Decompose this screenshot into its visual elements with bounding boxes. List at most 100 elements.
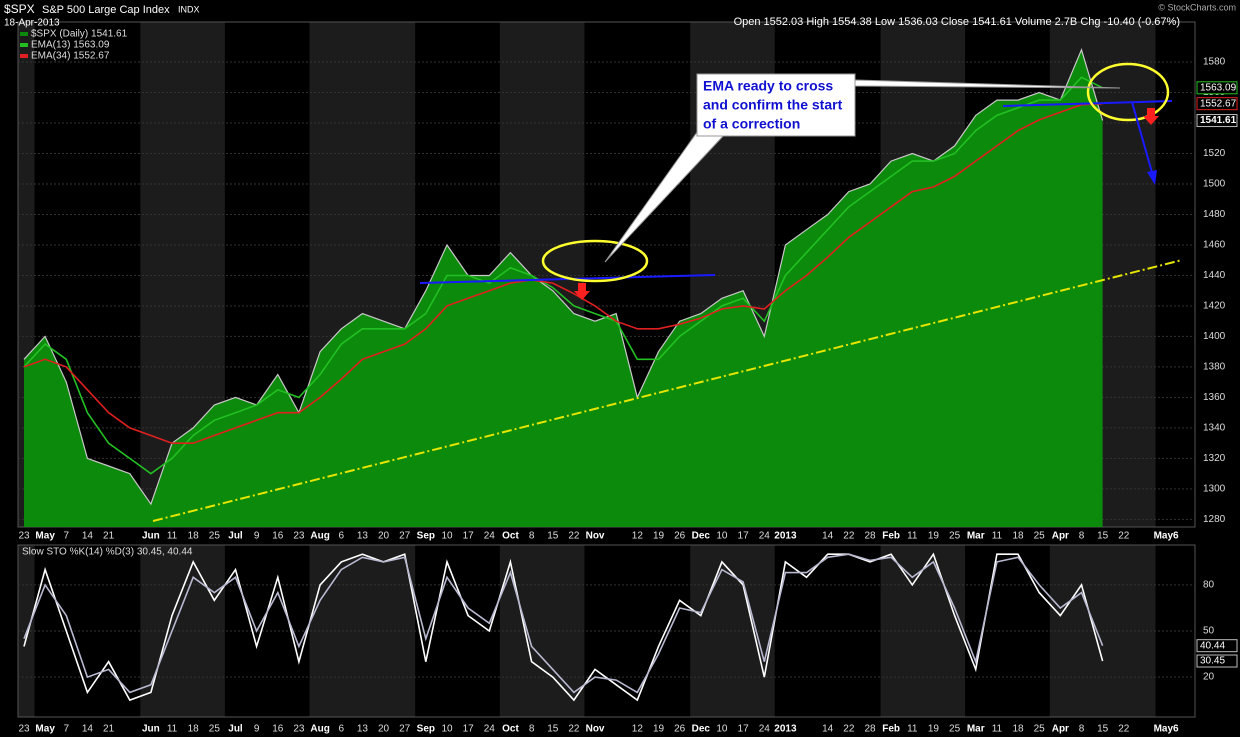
y-tick-label: 50	[1203, 626, 1215, 637]
legend-entry: EMA(34) 1552.67	[31, 51, 110, 62]
x-tick-label: 23	[293, 724, 305, 735]
series-line	[23, 76, 1103, 475]
x-tick-label: 24	[484, 531, 496, 542]
x-tick-label: Mar	[967, 724, 985, 735]
x-tick-label: 7	[64, 724, 70, 735]
x-tick-label: 14	[82, 531, 94, 542]
y-tick-label: 1280	[1203, 514, 1226, 525]
credit: © StockCharts.com	[1158, 2, 1236, 12]
date: 18-Apr-2013	[4, 18, 60, 29]
x-tick-label: 10	[441, 531, 453, 542]
support-line	[1002, 100, 1173, 107]
x-tick-label: 14	[822, 531, 834, 542]
highlight-ellipse	[1086, 62, 1170, 122]
x-tick-label: Sep	[417, 724, 435, 735]
annotations: EMA ready to cross and confirm the start…	[152, 62, 1183, 522]
x-tick-label: 13	[357, 531, 369, 542]
x-tick-label: 24	[759, 724, 771, 735]
y-tick-label: 1440	[1203, 270, 1226, 281]
x-tick-label: 21	[103, 531, 115, 542]
x-tick-label: Aug	[310, 531, 329, 542]
exchange: INDX	[178, 4, 200, 14]
series-line	[23, 102, 1103, 444]
x-tick-label: 19	[653, 531, 665, 542]
x-tick-label: 14	[822, 724, 834, 735]
indicator-title: Slow STO %K(14) %D(3) 30.45, 40.44	[22, 547, 193, 558]
x-tick-label: 2013	[774, 531, 797, 542]
x-tick-label: 11	[907, 724, 918, 735]
legend-entry: $SPX (Daily) 1541.61	[31, 29, 128, 40]
x-tick-label: 12	[632, 531, 644, 542]
down-arrow	[1143, 108, 1159, 125]
y-tick-label: 1460	[1203, 240, 1226, 251]
x-tick-label: 9	[254, 724, 260, 735]
index-name: S&P 500 Large Cap Index	[42, 4, 170, 16]
x-tick-label: 2013	[774, 724, 797, 735]
x-tick-label: Feb	[882, 724, 900, 735]
x-tick-label: 24	[759, 531, 771, 542]
x-tick-label: 20	[378, 531, 390, 542]
x-tick-label: 22	[843, 531, 855, 542]
x-tick-label: 11	[992, 531, 1003, 542]
x-tick-label: Oct	[502, 724, 519, 735]
x-tick-label: Oct	[502, 531, 519, 542]
y-tick-label: 1520	[1203, 148, 1226, 159]
y-tick-label: 1400	[1203, 331, 1226, 342]
x-tick-label: 23	[18, 724, 30, 735]
x-tick-label: 21	[103, 724, 115, 735]
arrow-head	[1147, 170, 1157, 185]
x-tick-label: 26	[674, 531, 686, 542]
x-tick-label: 12	[632, 724, 644, 735]
x-tick-label: 25	[1034, 724, 1046, 735]
x-tick-label: 11	[167, 724, 178, 735]
x-tick-label: Aug	[310, 724, 329, 735]
trend-line	[152, 259, 1183, 522]
down-arrow	[574, 283, 590, 300]
x-tick-label: 17	[463, 531, 475, 542]
x-tick-label: 11	[167, 531, 178, 542]
x-tick-label: Sep	[417, 531, 435, 542]
x-tick-label: Jul	[228, 724, 243, 735]
x-tick-label: May	[35, 531, 55, 542]
legend-swatch	[20, 43, 28, 47]
x-tick-label: Nov	[586, 724, 605, 735]
x-tick-label: 10	[716, 724, 728, 735]
x-tick-label: 7	[64, 531, 70, 542]
x-tick-label: 15	[1097, 724, 1109, 735]
x-tick-label: 18	[188, 724, 200, 735]
y-tick-label: 1500	[1203, 179, 1226, 190]
y-tick-label: 20	[1203, 672, 1215, 683]
x-tick-label: 8	[1079, 531, 1085, 542]
value-tag	[1196, 654, 1238, 668]
y-tick-label: 1360	[1203, 392, 1226, 403]
price-line	[23, 48, 1104, 506]
x-tick-label: 14	[82, 724, 94, 735]
x-tick-label: 18	[188, 531, 200, 542]
x-tick-label: 22	[1118, 724, 1130, 735]
x-tick-label: Mar	[967, 531, 985, 542]
callout-text: EMA ready to cross	[703, 78, 833, 94]
y-tick-label: 1320	[1203, 453, 1226, 464]
projection-line	[1131, 101, 1154, 177]
x-tick-label: 20	[378, 724, 390, 735]
x-tick-label: 23	[18, 531, 30, 542]
series-line	[23, 553, 1104, 694]
callout-box	[696, 73, 856, 137]
x-tick-label: Dec	[692, 724, 711, 735]
x-tick-label: Jun	[142, 724, 160, 735]
x-tick-label: Dec	[692, 531, 711, 542]
x-tick-label: 6	[338, 531, 344, 542]
x-tick-label: 22	[1118, 531, 1130, 542]
x-tick-label: 6	[338, 724, 344, 735]
x-tick-label: 24	[484, 724, 496, 735]
value-tag-label: 1541.61	[1200, 115, 1237, 126]
x-tick-label: 25	[1034, 531, 1046, 542]
x-tick-label: 15	[547, 724, 559, 735]
symbol: $SPX	[4, 2, 35, 16]
legend-swatch	[20, 32, 28, 36]
x-tick-label: Jul	[228, 531, 243, 542]
x-tick-label: 11	[907, 531, 918, 542]
value-tag-label: 1552.67	[1200, 98, 1237, 109]
highlight-ellipse	[541, 239, 649, 283]
x-tick-label: Nov	[586, 531, 605, 542]
